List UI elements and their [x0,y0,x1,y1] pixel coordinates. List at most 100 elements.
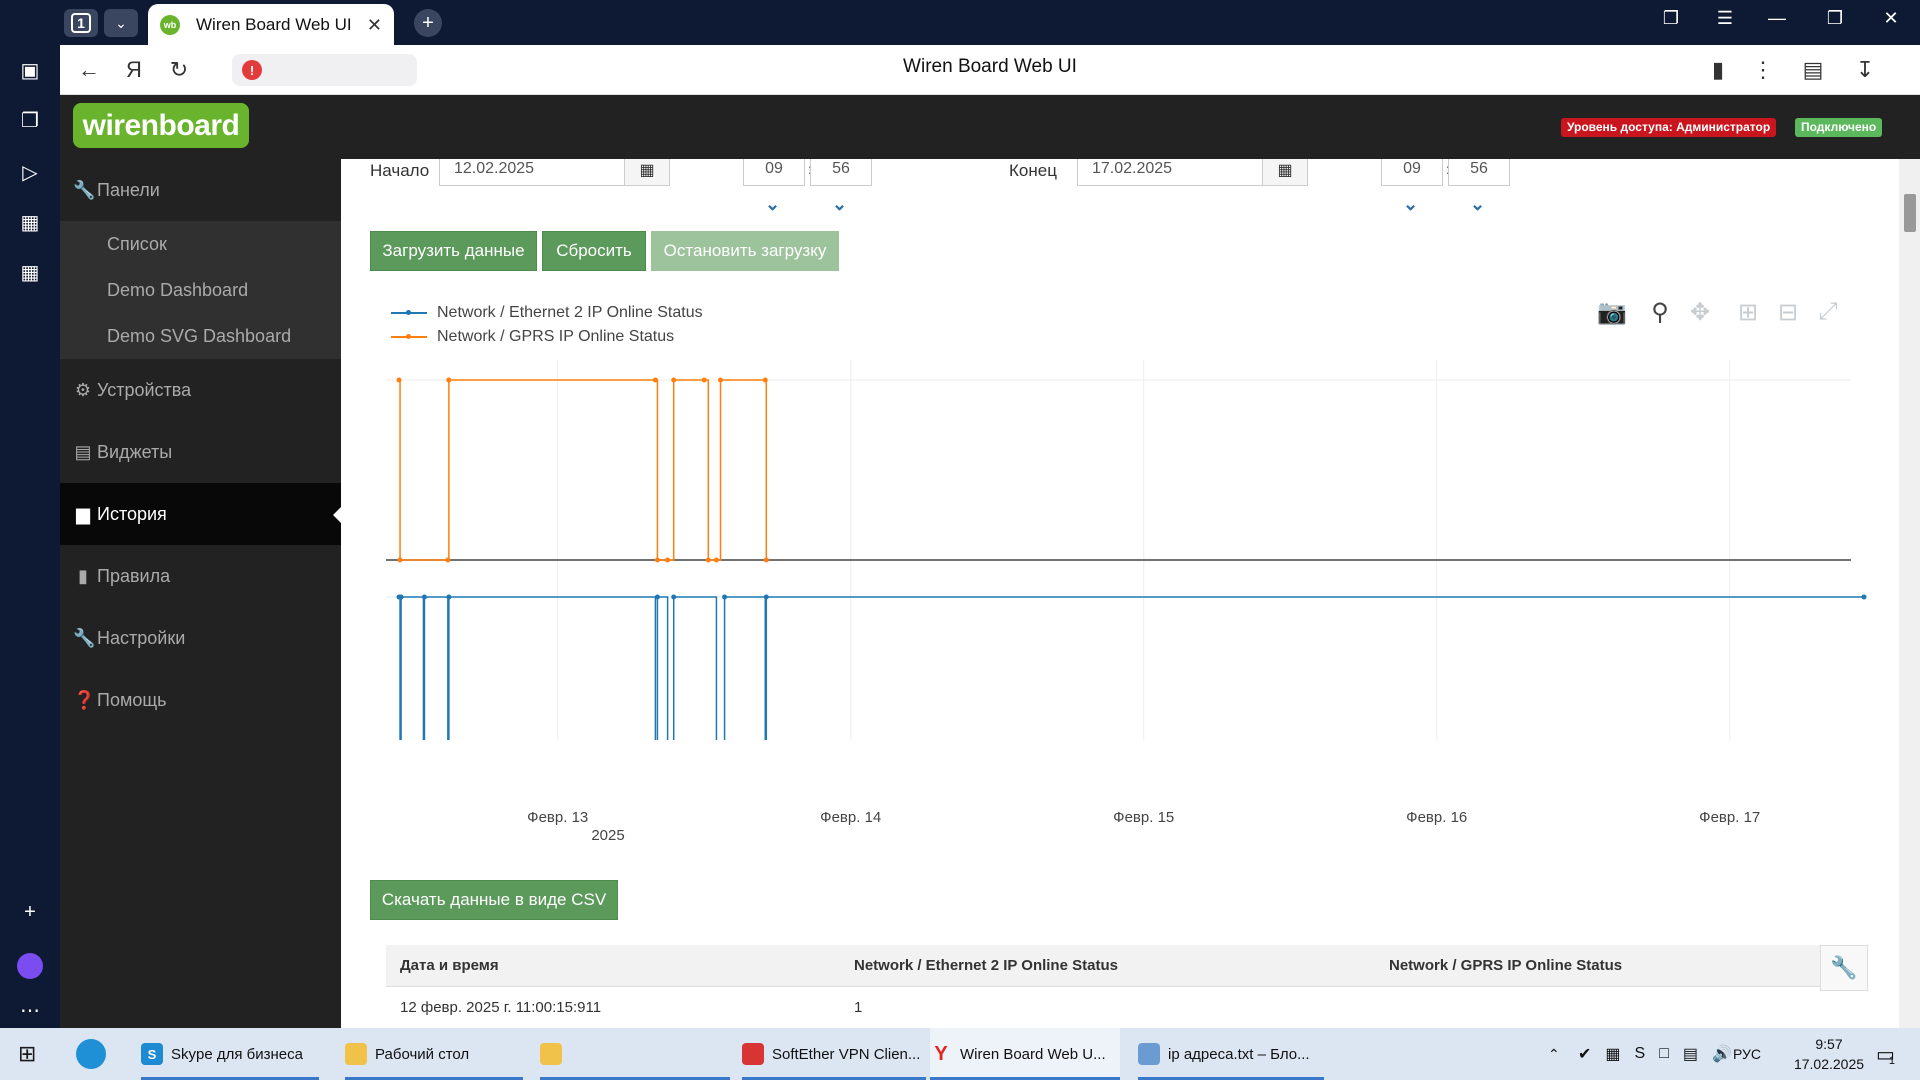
taskbar-underline [1138,1077,1324,1080]
calendar-icon[interactable]: ▦ [624,159,670,186]
notification-count: 1 [1888,1055,1896,1067]
screenshot-icon[interactable]: ▦ [20,211,40,234]
more-menu-icon[interactable]: ⋮ [1752,57,1774,82]
yandex-icon[interactable]: Я [126,57,142,82]
sidebar-subitem-demo-dashboard[interactable]: Demo Dashboard [60,267,341,313]
taskbar-item-notepad[interactable]: ip адреса.txt – Бло... [1138,1028,1324,1080]
start-hour-input[interactable]: 09 [743,159,805,186]
zoom-out-icon[interactable]: ⊟ [1777,298,1799,326]
taskbar-item-browser[interactable]: Y Wiren Board Web U... [930,1028,1120,1080]
legend-item-gprs[interactable]: Network / GPRS IP Online Status [391,328,674,346]
calendar-icon[interactable]: ▦ [1262,159,1308,186]
stop-loading-button[interactable]: Остановить загрузку [651,231,839,271]
notifications-icon[interactable]: ▭ 1 [1876,1043,1896,1068]
end-label: Конец [1009,161,1057,180]
taskbar-item-label: ip адреса.txt – Бло... [1168,1045,1310,1063]
chevron-down-icon[interactable]: ⌄ [1470,194,1486,214]
edge-icon[interactable] [76,1028,114,1080]
sidebar-subitem-list[interactable]: Список [60,221,341,267]
windows-start-icon[interactable]: ⊞ [18,1041,37,1066]
chevron-down-icon[interactable]: ⌄ [832,194,848,214]
reload-icon[interactable]: ↻ [169,57,189,82]
tabs-icon[interactable]: ❐ [1662,8,1680,28]
start-minute-input[interactable]: 56 [810,159,872,186]
chevron-down-icon[interactable]: ⌄ [104,9,138,37]
reset-button[interactable]: Сбросить [542,231,646,271]
start-date-input[interactable]: 12.02.2025 [439,159,625,186]
restore-icon[interactable]: ❐ [1826,8,1844,28]
wirenboard-logo[interactable]: wirenboard [73,103,249,148]
language-indicator[interactable]: РУС [1733,1046,1762,1062]
load-data-button[interactable]: Загрузить данные [370,231,537,271]
security-warning-pill[interactable]: ! [232,54,417,86]
ethernet-icon[interactable]: ▤ [1682,1046,1698,1063]
folder-icon [345,1043,367,1065]
end-date-input[interactable]: 17.02.2025 [1077,159,1263,186]
wrench-icon[interactable]: 🔧 [1820,945,1868,991]
shield-check-icon[interactable]: ✔ [1578,1046,1592,1063]
tab-title: Wiren Board Web UI [196,15,352,34]
play-icon[interactable]: ▷ [22,161,38,184]
new-tab-button[interactable]: + [414,9,442,37]
chevron-down-icon[interactable]: ⌄ [765,194,781,214]
reader-icon[interactable]: ▤ [1802,57,1824,82]
download-icon[interactable]: ↧ [1855,57,1875,82]
menu-icon[interactable]: ☰ [1716,8,1734,28]
end-hour-input[interactable]: 09 [1381,159,1443,186]
autoscale-icon[interactable]: ⤢ [1818,298,1838,325]
zoom-in-icon[interactable]: ⊞ [1737,298,1759,326]
legend-label: Network / Ethernet 2 IP Online Status [437,304,703,321]
scrollbar-thumb[interactable] [1904,194,1916,232]
bookmark-icon[interactable]: ▮ [1711,57,1725,82]
data-point [396,377,402,383]
close-window-icon[interactable]: ✕ [1883,8,1899,28]
sidebar-item-widgets[interactable]: ▤ Виджеты [60,421,341,483]
clock[interactable]: 9:57 17.02.2025 [1784,1028,1874,1080]
taskbar-item-label: Skype для бизнеса [171,1045,303,1063]
chevron-down-icon[interactable]: ⌄ [1403,194,1419,214]
zoom-icon[interactable]: ⚲ [1651,298,1669,326]
taskbar-item-softether[interactable]: SoftEther VPN Clien... [742,1028,926,1080]
address-bar: ← Я ↻ ! Wiren Board Web UI ▮ ⋮ ▤ ↧ [60,45,1920,95]
sidebar-item-rules[interactable]: ▮ Правила [60,545,341,607]
bar-chart-icon: ▆ [76,503,90,524]
skype-tray-icon[interactable]: S [1634,1045,1646,1062]
history-chart[interactable] [386,360,1886,740]
taskbar-item-desktop[interactable]: Рабочий стол [345,1028,523,1080]
volume-icon[interactable]: 🔊 [1712,1046,1732,1063]
network-icon[interactable]: □ [1659,1045,1669,1062]
favicon-icon: wb [160,15,180,35]
tab-count-icon[interactable]: ▣ [20,59,40,82]
data-point [445,557,451,563]
add-icon[interactable]: + [24,900,36,923]
browser-tab-active[interactable]: wb Wiren Board Web UI ✕ [148,4,394,46]
back-icon[interactable]: ← [78,57,100,82]
table-header-gprs: Network / GPRS IP Online Status [1389,957,1623,974]
download-csv-button[interactable]: Скачать данные в виде CSV [370,880,618,920]
yandex-browser-icon: Y [934,1042,948,1065]
close-icon[interactable]: ✕ [366,14,382,35]
collections-icon[interactable]: ❐ [21,109,39,132]
assistant-icon[interactable] [15,951,45,981]
minimize-icon[interactable]: — [1768,8,1786,28]
grid-app-icon[interactable]: ▦ [1605,1046,1621,1063]
sidebar-item-settings[interactable]: 🔧 Настройки [60,607,341,669]
sidebar-item-help[interactable]: ❓ Помощь [60,669,341,731]
taskbar-item-folder[interactable] [540,1028,730,1080]
more-icon[interactable]: ⋯ [20,999,40,1022]
end-minute-input[interactable]: 56 [1448,159,1510,186]
tab-counter-button[interactable]: 1 [64,9,98,37]
page-scrollbar[interactable] [1899,159,1920,1028]
sidebar-item-devices[interactable]: ⚙ Устройства [60,359,341,421]
softether-icon [742,1043,764,1065]
taskbar-item-skype[interactable]: S Skype для бизнеса [141,1028,319,1080]
pan-icon[interactable]: ✥ [1689,298,1711,326]
tray-expand-icon[interactable]: ⌃ [1548,1045,1560,1062]
camera-icon[interactable]: 📷 [1597,298,1627,326]
legend-item-ethernet[interactable]: Network / Ethernet 2 IP Online Status [391,304,703,322]
sidebar-item-panels[interactable]: 🔧 Панели [60,159,341,221]
sidebar-subitem-demo-svg-dashboard[interactable]: Demo SVG Dashboard [60,313,341,359]
apps-icon[interactable]: ▦ [20,261,40,284]
data-point [421,594,427,600]
sidebar-item-history[interactable]: ▆ История [60,483,341,545]
